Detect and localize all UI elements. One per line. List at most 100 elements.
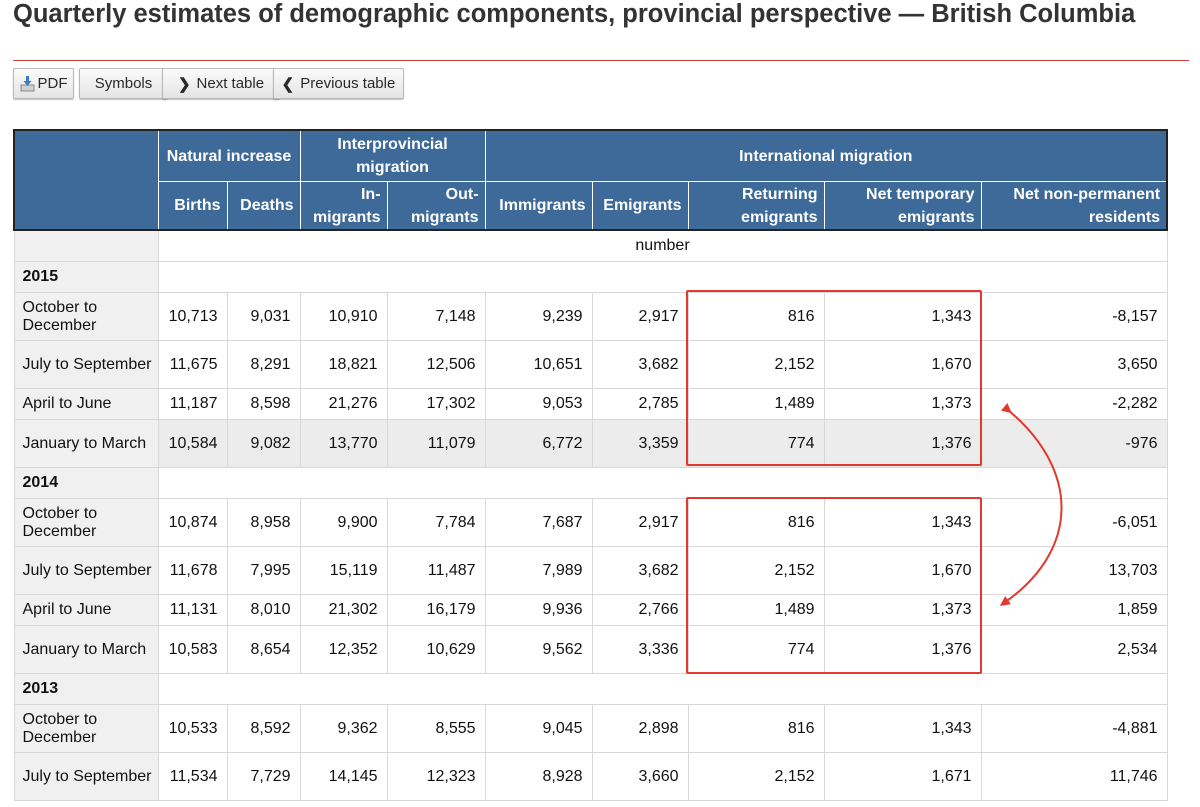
row-label: April to June [13,594,159,626]
cell-returning-emigrants: 1,489 [687,594,825,626]
cell-births: 11,131 [157,594,228,626]
next-table-label: Next table [196,75,265,92]
cell-births: 10,533 [157,704,228,753]
next-table-button[interactable]: ❯ Next table [162,68,280,99]
year-row: 2014 [13,467,1168,499]
header-international-migration: International migration [484,129,1168,182]
download-pdf-icon [20,75,36,93]
header-corner [13,129,159,231]
cell-out-migrants: 11,079 [386,419,486,468]
cell-net-non-permanent-residents: -8,157 [980,292,1168,341]
cell-immigrants: 9,936 [484,594,593,626]
cell-in-migrants: 18,821 [299,340,388,389]
cell-deaths: 7,729 [226,752,301,801]
cell-emigrants: 3,682 [591,340,689,389]
cell-net-temporary-emigrants: 1,671 [823,752,982,801]
cell-returning-emigrants: 816 [687,704,825,753]
pdf-label: PDF [37,75,68,92]
cell-immigrants: 7,687 [484,498,593,547]
row-label: October to December [13,498,159,547]
col-header-net-non-permanent-residents: Net non-permanent residents [980,181,1168,231]
cell-out-migrants: 7,784 [386,498,486,547]
page-title: Quarterly estimates of demographic compo… [13,0,1136,28]
cell-net-temporary-emigrants: 1,670 [823,546,982,595]
cell-emigrants: 3,660 [591,752,689,801]
previous-table-label: Previous table [300,75,396,92]
cell-in-migrants: 9,900 [299,498,388,547]
table-header: Natural increase Interprovincial migrati… [13,129,1168,231]
cell-immigrants: 10,651 [484,340,593,389]
cell-net-non-permanent-residents: 2,534 [980,625,1168,674]
table-row: July to September 11,678 7,995 15,119 11,487… [13,546,1168,595]
table-row: April to June 11,131 8,010 21,302 16,179 9,93… [13,594,1168,626]
row-label: January to March [13,625,159,674]
highlight-box-2015 [686,290,982,466]
chevron-right-icon: ❯ [177,75,191,93]
cell-immigrants: 8,928 [484,752,593,801]
table-row: July to September 11,675 8,291 18,821 12,506… [13,340,1168,389]
cell-births: 10,713 [157,292,228,341]
cell-emigrants: 3,336 [591,625,689,674]
cell-out-migrants: 8,555 [386,704,486,753]
chevron-left-icon: ❮ [281,75,295,93]
title-divider [13,60,1189,61]
cell-immigrants: 9,045 [484,704,593,753]
table-row: July to September 11,534 7,729 14,145 12,323… [13,752,1168,801]
table-row: October to December 10,874 8,958 9,900 7,784… [13,498,1168,547]
cell-emigrants: 2,766 [591,594,689,626]
cell-in-migrants: 9,362 [299,704,388,753]
units-row-label [13,229,159,262]
cell-out-migrants: 16,179 [386,594,486,626]
cell-emigrants: 2,898 [591,704,689,753]
cell-deaths: 7,995 [226,546,301,595]
previous-table-button[interactable]: ❮ Previous table [273,68,404,99]
symbols-label: Symbols [94,75,153,92]
cell-deaths: 8,592 [226,704,301,753]
cell-returning-emigrants: 774 [687,419,825,468]
header-interprovincial-migration: Interprovincial migration [299,129,486,182]
data-table: Natural increase Interprovincial migrati… [13,129,1168,801]
table-row: January to March 10,583 8,654 12,352 10,629 9… [13,625,1168,674]
table-row: October to December 10,713 9,031 10,910 7,14… [13,292,1168,341]
table-row: January to March 10,584 9,082 13,770 11,079 6… [13,419,1168,468]
cell-in-migrants: 10,910 [299,292,388,341]
row-label: April to June [13,388,159,420]
cell-deaths: 8,598 [226,388,301,420]
cell-births: 11,534 [157,752,228,801]
cell-deaths: 9,082 [226,419,301,468]
row-label: October to December [13,292,159,341]
table-row: October to December 10,533 8,592 9,362 8,555… [13,704,1168,753]
cell-returning-emigrants: 774 [687,625,825,674]
cell-returning-emigrants: 816 [687,498,825,547]
col-header-deaths: Deaths [226,181,301,231]
col-header-births: Births [157,181,228,231]
row-label: July to September [13,752,159,801]
table-row: April to June 11,187 8,598 21,276 17,302 9,05… [13,388,1168,420]
col-header-net-temporary-emigrants: Net temporary emigrants [823,181,982,231]
cell-net-temporary-emigrants: 1,343 [823,704,982,753]
cell-births: 10,584 [157,419,228,468]
cell-in-migrants: 12,352 [299,625,388,674]
cell-deaths: 8,291 [226,340,301,389]
cell-returning-emigrants: 2,152 [687,340,825,389]
year-label: 2013 [13,673,159,705]
cell-births: 11,675 [157,340,228,389]
pdf-button[interactable]: PDF [13,68,74,99]
cell-in-migrants: 15,119 [299,546,388,595]
cell-births: 11,678 [157,546,228,595]
cell-in-migrants: 13,770 [299,419,388,468]
cell-births: 11,187 [157,388,228,420]
cell-births: 10,583 [157,625,228,674]
cell-net-temporary-emigrants: 1,343 [823,292,982,341]
cell-returning-emigrants: 2,152 [687,546,825,595]
table-body: number 2015 October to December 10,713 9,03… [13,229,1168,801]
cell-returning-emigrants: 816 [687,292,825,341]
year-row-spacer [157,467,1168,499]
col-header-immigrants: Immigrants [484,181,593,231]
row-label: October to December [13,704,159,753]
col-header-out-migrants: Out-migrants [386,181,486,231]
cell-emigrants: 3,359 [591,419,689,468]
cell-immigrants: 6,772 [484,419,593,468]
cell-in-migrants: 21,302 [299,594,388,626]
